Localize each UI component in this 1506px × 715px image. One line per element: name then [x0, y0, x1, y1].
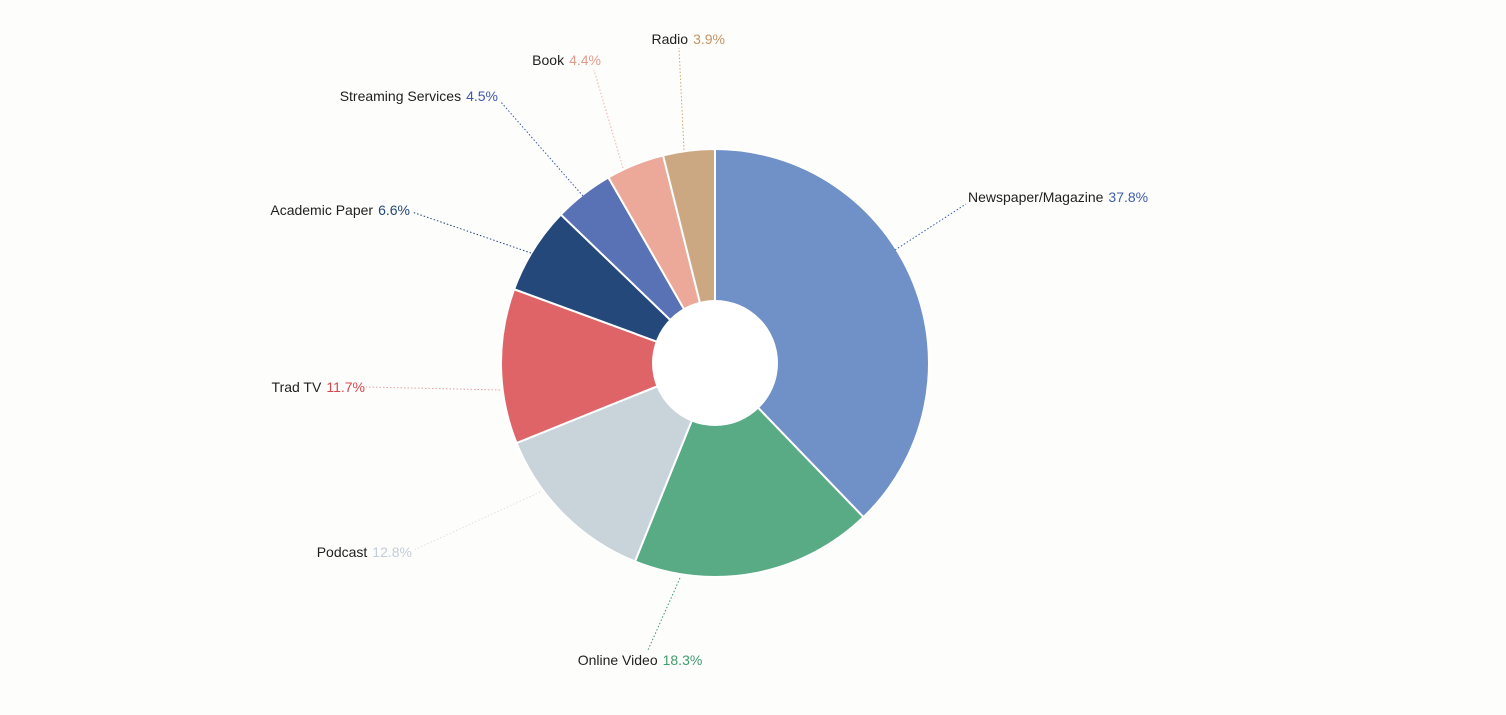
slice-label-name: Book: [532, 52, 565, 68]
leader-line-newspaper-magazine: [894, 203, 967, 251]
slice-label-name: Academic Paper: [270, 202, 373, 218]
leader-line-podcast: [413, 491, 541, 551]
slice-label-name: Newspaper/Magazine: [968, 189, 1104, 205]
slice-newspaper-magazine: [714, 147, 930, 519]
leader-line-radio: [678, 47, 685, 151]
leader-line-online-video: [647, 577, 681, 651]
data-label-online-video: Online Video 18.3%: [578, 652, 703, 668]
slice-label-value: 12.8%: [372, 544, 412, 560]
leader-lines-layer: [365, 47, 967, 651]
data-label-newspaper-magazine: Newspaper/Magazine 37.8%: [968, 189, 1148, 205]
slice-label-value: 11.7%: [326, 379, 365, 395]
slice-label-name: Streaming Services: [340, 88, 461, 104]
donut-hole: [652, 300, 778, 426]
data-label-trad-tv: Trad TV 11.7%: [272, 379, 365, 395]
slice-trad-tv: [500, 287, 718, 445]
data-label-academic-paper: Academic Paper 6.6%: [270, 202, 410, 218]
slice-online-video: [633, 361, 865, 578]
data-label-streaming-services: Streaming Services 4.5%: [340, 88, 498, 104]
slice-label-value: 3.9%: [693, 31, 725, 47]
slice-label-name: Radio: [651, 31, 688, 47]
slice-label-value: 4.5%: [466, 88, 498, 104]
slice-podcast: [515, 361, 717, 563]
data-label-book: Book 4.4%: [532, 52, 601, 68]
leader-line-academic-paper: [411, 211, 532, 254]
slice-label-value: 18.3%: [663, 652, 703, 668]
leader-line-book: [593, 69, 624, 169]
leader-line-streaming-services: [499, 100, 584, 197]
slice-label-value: 37.8%: [1108, 189, 1148, 205]
slice-label-value: 6.6%: [378, 202, 410, 218]
leader-line-trad-tv: [365, 386, 501, 391]
data-label-radio: Radio 3.9%: [651, 31, 725, 47]
slice-label-name: Podcast: [317, 544, 368, 560]
slice-label-name: Online Video: [578, 652, 658, 668]
labels-layer: Newspaper/Magazine 37.8% Online Video 18.3%…: [270, 31, 1148, 668]
slice-label-value: 4.4%: [569, 52, 601, 68]
data-label-podcast: Podcast 12.8%: [317, 544, 412, 560]
slice-label-name: Trad TV: [272, 379, 322, 395]
